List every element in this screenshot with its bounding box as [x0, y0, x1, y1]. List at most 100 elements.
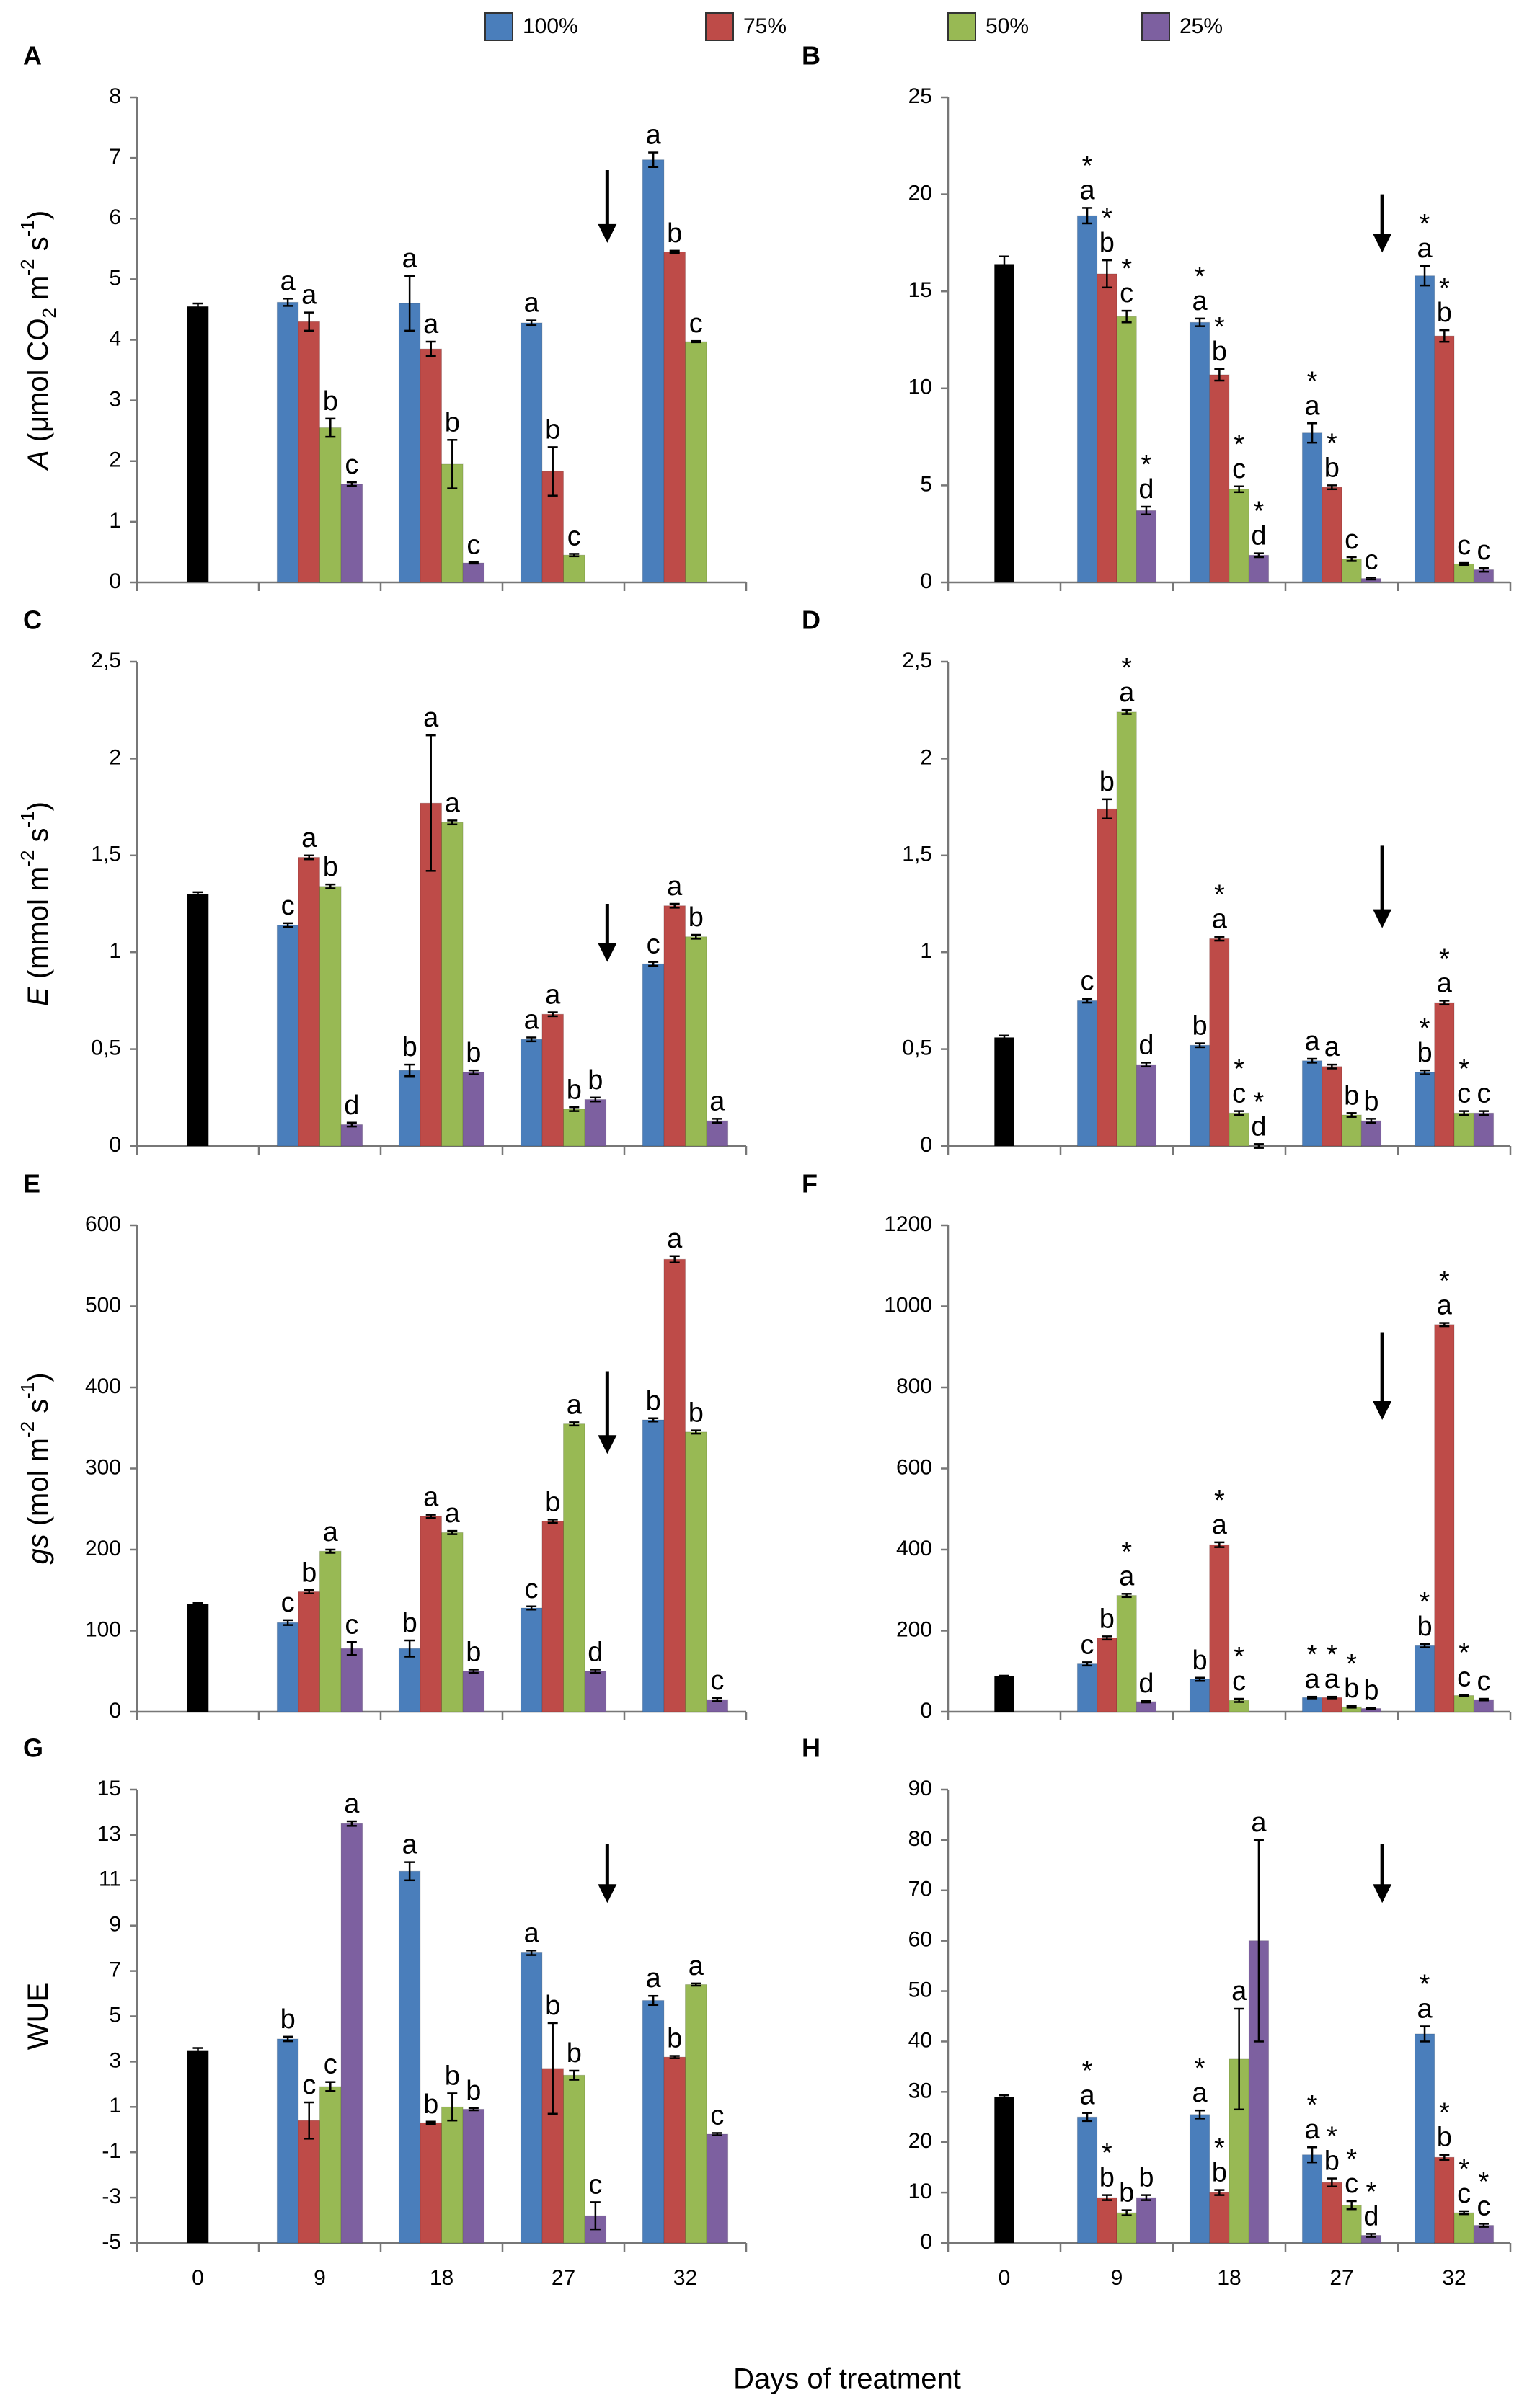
- bar: [663, 1258, 686, 1712]
- significance-star: *: [1327, 1640, 1337, 1670]
- significance-letter: b: [402, 1032, 417, 1062]
- significance-letter: b: [1099, 767, 1115, 797]
- error-bar: [1253, 1839, 1264, 2043]
- error-bar: [1366, 1707, 1376, 1710]
- significance-letter: b: [567, 1075, 582, 1105]
- significance-star: *: [1459, 1638, 1469, 1668]
- significance-letter: b: [1192, 1011, 1207, 1041]
- legend-swatch: [1141, 12, 1170, 41]
- bar: [1116, 2212, 1137, 2244]
- error-bar: [569, 1421, 580, 1427]
- y-axis-title-part: ): [22, 801, 54, 811]
- significance-letter: a: [280, 266, 296, 296]
- significance-letter: a: [1304, 1664, 1320, 1694]
- error-bar: [425, 1514, 436, 1519]
- error-bar: [1459, 2210, 1469, 2216]
- significance-letter: a: [1079, 175, 1095, 205]
- error-bar: [1478, 2223, 1489, 2228]
- significance-letter: a: [709, 1086, 725, 1116]
- significance-letter: a: [646, 120, 662, 151]
- y-tick-label: 400: [85, 1374, 121, 1398]
- significance-star: *: [1121, 653, 1132, 683]
- significance-star: *: [1214, 312, 1225, 342]
- significance-letter: a: [1324, 1664, 1340, 1694]
- significance-star: *: [1459, 1054, 1469, 1085]
- significance-letter: b: [1363, 1086, 1378, 1116]
- x-tick-label: 9: [314, 2266, 326, 2290]
- y-tick-label: 2: [920, 745, 932, 769]
- bar: [462, 562, 485, 583]
- significance-letter: c: [1345, 2169, 1358, 2199]
- y-axis-title-part: -1: [17, 811, 38, 827]
- panel-letter: H: [802, 1733, 820, 1763]
- significance-letter: a: [1192, 2078, 1208, 2108]
- arrow-head: [1373, 234, 1392, 253]
- error-bar: [346, 1121, 357, 1128]
- significance-letter: a: [1192, 286, 1208, 316]
- bar: [1097, 2197, 1117, 2244]
- y-axis-title-part: (μmol CO: [22, 318, 54, 450]
- error-bar: [712, 1118, 722, 1124]
- y-tick-label: 1000: [884, 1293, 932, 1317]
- bar: [1136, 2197, 1157, 2244]
- bar: [187, 306, 209, 582]
- significance-letter: b: [1344, 1674, 1359, 1704]
- significance-letter: a: [1119, 677, 1135, 708]
- y-tick-label: 8: [109, 84, 121, 108]
- error-bar: [1307, 1695, 1318, 1700]
- bar: [298, 856, 320, 1147]
- error-bar: [468, 1669, 479, 1674]
- y-axis-title-part: (mmol m: [22, 867, 54, 987]
- legend-swatch: [705, 12, 734, 41]
- error-bar: [590, 2201, 601, 2231]
- significance-letter: b: [646, 1386, 661, 1416]
- error-bar: [304, 311, 314, 332]
- error-bar: [1420, 265, 1430, 287]
- y-tick-label: 0: [920, 1699, 932, 1723]
- error-bar: [1366, 1118, 1376, 1124]
- y-tick-label: 7: [109, 1958, 121, 1982]
- error-bar: [1420, 1643, 1430, 1648]
- bar: [1301, 1697, 1323, 1712]
- error-bar: [1420, 1069, 1430, 1075]
- bar: [1229, 1112, 1249, 1147]
- bar: [1473, 2225, 1495, 2244]
- error-bar: [1253, 1143, 1264, 1149]
- bar: [340, 1823, 363, 2244]
- significance-star: *: [1214, 2133, 1225, 2164]
- bar: [1076, 2116, 1098, 2244]
- y-axis-title-part: s: [22, 236, 54, 259]
- error-bar: [1121, 708, 1132, 715]
- bar: [1434, 1324, 1455, 1712]
- significance-letter: b: [1324, 2146, 1340, 2177]
- significance-letter: a: [1304, 2115, 1320, 2145]
- y-tick-label: 70: [908, 1878, 932, 1901]
- y-axis-title: E (mmol m-2 s-1): [17, 801, 54, 1006]
- error-bar: [304, 854, 314, 861]
- error-bar: [1459, 561, 1469, 567]
- significance-letter: c: [1232, 1079, 1246, 1109]
- significance-star: *: [1366, 2177, 1377, 2207]
- x-tick-label: 0: [192, 2266, 204, 2290]
- bar: [398, 303, 421, 583]
- error-bar: [1121, 2209, 1132, 2216]
- error-bar: [1439, 329, 1450, 343]
- y-tick-label: 600: [896, 1455, 932, 1479]
- bar: [1453, 1112, 1474, 1147]
- error-bar: [1082, 207, 1093, 225]
- bar: [1229, 489, 1249, 583]
- significance-letter: d: [1251, 1111, 1266, 1142]
- significance-letter: c: [1477, 1666, 1490, 1697]
- significance-letter: a: [402, 244, 418, 274]
- y-tick-label: 1: [109, 509, 121, 533]
- significance-letter: a: [1304, 391, 1320, 421]
- significance-letter: c: [1081, 967, 1094, 997]
- significance-star: *: [1439, 273, 1450, 303]
- significance-letter: c: [1345, 525, 1358, 555]
- legend-label: 75%: [743, 14, 787, 38]
- significance-letter: b: [1212, 337, 1227, 367]
- significance-letter: c: [281, 891, 295, 921]
- error-bar: [1195, 1676, 1205, 1682]
- error-bar: [425, 734, 436, 872]
- significance-letter: b: [545, 1991, 560, 2021]
